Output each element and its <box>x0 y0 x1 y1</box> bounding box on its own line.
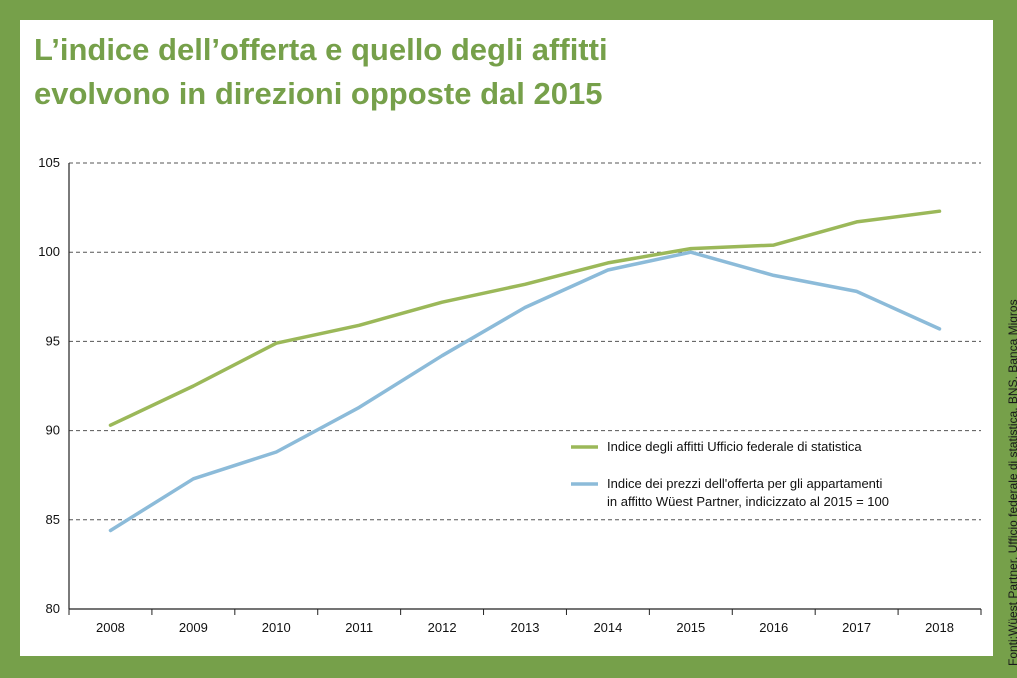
y-tick-label-85: 85 <box>46 512 60 527</box>
series-line-2 <box>108 250 942 533</box>
chart-title-line-1: L’indice dell’offerta e quello degli aff… <box>34 32 608 67</box>
y-tick-label-90: 90 <box>46 423 60 438</box>
legend-label-1-line-1: Indice degli affitti Ufficio federale di… <box>607 439 862 454</box>
legend-label-2-line-1: Indice dei prezzi dell'offerta per gli a… <box>607 476 883 491</box>
y-tick-label-100: 100 <box>38 244 60 259</box>
x-tick-label-2015: 2015 <box>676 620 705 635</box>
x-tick-label-2009: 2009 <box>179 620 208 635</box>
x-tick-label-2018: 2018 <box>925 620 954 635</box>
chart-panel <box>20 20 993 656</box>
y-tick-label-95: 95 <box>46 333 60 348</box>
x-tick-label-2017: 2017 <box>842 620 871 635</box>
y-tick-label-105: 105 <box>38 155 60 170</box>
x-tick-label-2016: 2016 <box>759 620 788 635</box>
x-tick-label-2011: 2011 <box>345 620 373 635</box>
x-tick-label-2014: 2014 <box>593 620 622 635</box>
x-tick-label-2012: 2012 <box>428 620 457 635</box>
chart-title-line-2: evolvono in direzioni opposte dal 2015 <box>34 76 603 111</box>
x-tick-label-2010: 2010 <box>262 620 291 635</box>
source-note: Fonti:Wüest Partner, Ufficio federale di… <box>1006 299 1017 666</box>
chart-title: L’indice dell’offerta e quello degli aff… <box>34 28 734 116</box>
x-tick-label-2008: 2008 <box>96 620 125 635</box>
x-tick-label-2013: 2013 <box>511 620 540 635</box>
y-tick-label-80: 80 <box>46 601 60 616</box>
legend-label-2-line-2: in affitto Wüest Partner, indicizzato al… <box>607 494 889 509</box>
series-line-1 <box>108 209 942 427</box>
